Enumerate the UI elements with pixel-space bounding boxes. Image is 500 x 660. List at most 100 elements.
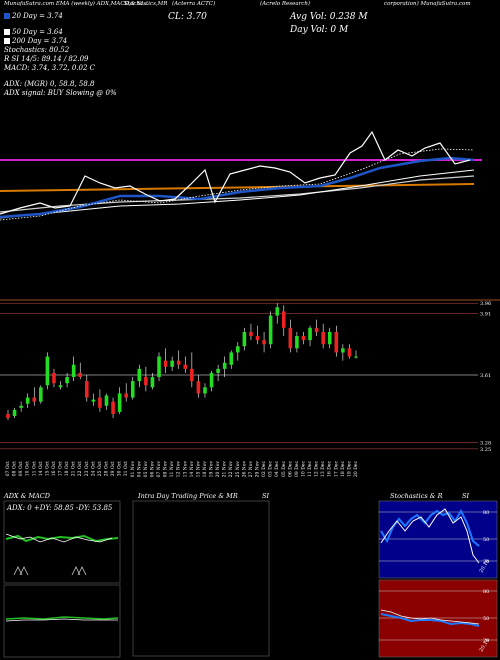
stoch-title: Stochastics & R [390, 492, 443, 500]
price-level-label: 3.28 [480, 441, 491, 447]
ema-200-line [0, 175, 475, 213]
header-mid1: Stochastics,MR [124, 1, 168, 7]
macd-green-line [5, 616, 119, 620]
candle-body [91, 399, 96, 402]
candle-body [150, 377, 155, 388]
date-tick-label: 02 Dec [261, 461, 267, 477]
adx-signal-text: ADX signal: BUY Slowing @ 0% [4, 89, 117, 97]
date-tick-label: 22 Oct [77, 461, 83, 476]
date-tick-label: 07 Nov [156, 461, 162, 478]
candle-body [354, 356, 358, 358]
candle-body [98, 397, 102, 408]
day-volume: Day Vol: 0 M [290, 25, 349, 35]
date-tick-label: 03 Dec [268, 461, 274, 477]
candle-body [157, 356, 161, 378]
avg-volume: Avg Vol: 0.238 M [290, 12, 368, 22]
candle-body [144, 377, 148, 386]
candle-body [58, 385, 63, 388]
date-tick-label: 17 Dec [333, 461, 339, 477]
macd-text: MACD: 3.74, 3.72, 0.02 C [4, 64, 96, 72]
date-tick-label: 11 Nov [169, 461, 175, 478]
candle-body [104, 395, 109, 406]
ema-20-legend: 20 Day = 3.74 [4, 12, 63, 21]
rsi-level-50: 50 [483, 616, 489, 622]
candle-body [176, 360, 181, 365]
date-tick-label: 06 Nov [149, 461, 155, 478]
close-label: CL: 3.70 [168, 12, 207, 22]
header-right: corporation) MunafaSutra.com [384, 1, 471, 7]
date-tick-label: 25 Nov [235, 461, 241, 478]
price-line [0, 130, 471, 215]
date-tick-label: 16 Dec [327, 461, 333, 477]
date-tick-label: 20 Nov [215, 461, 221, 478]
adx-marker-2 [71, 566, 87, 576]
date-tick-label: 05 Nov [143, 461, 149, 478]
candle-body [6, 413, 10, 419]
candle-body [255, 336, 260, 341]
date-tick-label: 27 Nov [248, 461, 254, 478]
dotted-line [0, 148, 475, 221]
adx-values: ADX: 0 +DY: 58.85 -DY: 53.85 [6, 504, 113, 512]
candle-body [203, 387, 207, 394]
rsi-level-80: 80 [483, 589, 489, 595]
date-tick-label: 11 Dec [307, 461, 313, 477]
ema-50-legend: 50 Day = 3.64 [4, 28, 63, 37]
ema-50-swatch [4, 29, 10, 35]
stoch-si-title: SI [462, 492, 470, 500]
candle-body [229, 352, 234, 365]
date-tick-label: 31 Oct [123, 461, 129, 476]
candle-body [52, 372, 56, 384]
header-left: MunafaSutra.com EMA (weekly) ADX,MACD,& … [4, 1, 149, 7]
stoch-level-50: 50 [483, 537, 489, 543]
candle-body [12, 409, 17, 417]
date-tick-label: 13 Nov [182, 461, 188, 478]
stochastics-panel: 80 50 20 20.19 [378, 500, 498, 579]
date-tick-label: 14 Nov [189, 461, 195, 478]
candle-body [209, 372, 214, 388]
date-tick-label: 09 Oct [18, 461, 24, 476]
date-tick-label: 13 Dec [320, 461, 326, 477]
date-tick-label: 19 Nov [209, 461, 215, 478]
candle-body [216, 368, 220, 373]
date-tick-label: 11 Oct [31, 461, 37, 476]
price-level-label: 3.96 [480, 301, 491, 307]
date-tick-label: 14 Oct [38, 461, 44, 476]
candle-body [222, 362, 227, 369]
intraday-panel [132, 500, 270, 657]
date-tick-label: 21 Nov [222, 461, 228, 478]
candle-body [32, 397, 37, 402]
macd-white-line [5, 618, 118, 622]
candle-body [262, 340, 266, 345]
rsi-level-20: 20 [483, 638, 489, 644]
ema-200-legend: 200 Day = 3.74 [4, 37, 67, 46]
stoch-level-20: 20 [483, 559, 489, 565]
date-tick-label: 15 Oct [44, 461, 50, 476]
date-tick-label: 22 Nov [228, 461, 234, 478]
date-tick-label: 05 Dec [281, 461, 287, 477]
date-tick-label: 17 Oct [58, 461, 64, 476]
candle-body [236, 346, 240, 353]
candle-body [71, 364, 76, 378]
ema-20-swatch [4, 13, 10, 19]
date-tick-label: 29 Nov [255, 461, 261, 478]
stoch-white-line [380, 508, 480, 564]
rsi-text: R SI 14/5: 89.14 / 82.09 [4, 55, 89, 63]
candle-body [295, 336, 299, 349]
orange-level-line [0, 183, 475, 192]
price-level-label: 3.25 [480, 447, 491, 453]
candle-body [190, 368, 194, 382]
candle-body [308, 327, 312, 341]
date-tick-label: 07 Oct [5, 461, 11, 476]
adx-white-line [5, 533, 113, 543]
candle-body [163, 360, 168, 367]
candle-body [65, 377, 69, 384]
date-tick-label: 04 Nov [136, 461, 142, 478]
rsi-blue-line [380, 613, 480, 627]
candle-body [19, 405, 23, 408]
candle-body [275, 307, 280, 316]
date-tick-label: 29 Oct [110, 461, 116, 476]
adx-green-line [5, 534, 119, 543]
candle-body [45, 356, 50, 386]
intraday-title: Intra Day Trading Price & MR [138, 492, 238, 500]
